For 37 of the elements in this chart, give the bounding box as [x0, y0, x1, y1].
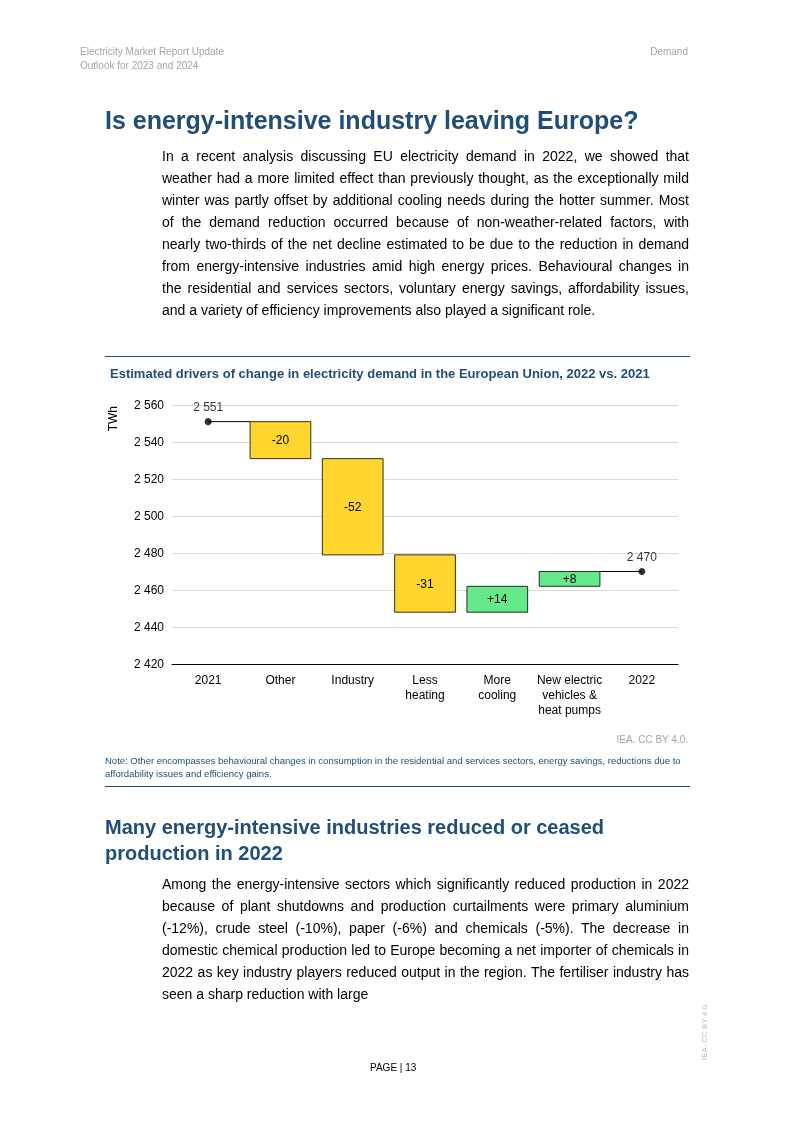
data-label: -52	[344, 499, 362, 514]
bar	[394, 554, 456, 613]
x-tick-label: More cooling	[478, 672, 517, 702]
data-label: 2 470	[626, 550, 658, 564]
data-label: +8	[562, 571, 577, 586]
x-tick-label: 2022	[628, 672, 656, 687]
y-tick-label: 2 520	[133, 472, 165, 486]
text: Outlook for 2023 and 2024	[80, 60, 199, 71]
text: Note: Other encompasses behavioural changes in consumption in the residential and services sectors, energy savings, reductions due to affordability issues and efficiency gains.	[105, 754, 682, 780]
y-tick-label: 2 500	[133, 509, 165, 523]
text: Many energy-intensive industries reduced or ceased production in 2022	[105, 815, 606, 866]
x-tick-label: Less heating	[405, 672, 445, 702]
bar	[466, 585, 529, 613]
y-axis-title: TWh	[106, 405, 120, 432]
x-tick-label: Industry	[331, 672, 375, 687]
x-tick-label: 2021	[194, 672, 222, 687]
data-label: -31	[416, 576, 434, 591]
y-tick-label: 2 460	[133, 583, 165, 597]
y-tick-label: 2 560	[133, 398, 165, 412]
text: IEA. CC BY 4.0.	[616, 734, 688, 745]
data-label: 2 551	[193, 400, 224, 415]
text: Electricity Market Report Update	[80, 46, 224, 57]
text: In a recent analysis discussing EU electricity demand in 2022, we showed that weather had a more limited effect than previously thought, as the exceptionally mild winter was partly offset by additional cooling needs during the hotter summer. Most of the demand reduction occurred because of non-weather-related factors, with nearly two-thirds of the net decline estimated to be due to the reduction in demand from energy-intensive industries amid high energy prices. Behavioural changes in the residential and services sectors, voluntary energy savings, affordability issues, and a variety of efficiency improvements also played a significant role.	[162, 147, 689, 320]
data-label: +14	[487, 592, 508, 607]
text: PAGE | 13	[370, 1062, 417, 1073]
x-tick-label: Other	[265, 672, 296, 687]
bar	[321, 458, 384, 556]
text: Is energy-intensive industry leaving Europe?	[105, 106, 640, 135]
y-tick-label: 2 540	[133, 435, 165, 449]
text: Among the energy-intensive sectors which significantly reduced production in 2022 because of plant shutdowns and production curtailments were primary aluminium (-12%), crude steel (-10%), paper (-6%) and chemicals (-5%). The decrease in domestic chemical production led to Europe becoming a net importer of chemicals in 2022 as key industry players reduced output in the region. The fertiliser industry has seen a sharp reduction with large	[162, 875, 689, 1004]
chart-title: Estimated drivers of change in electricity demand in the European Union, 2022 vs. 2021	[110, 366, 650, 381]
data-label: -20	[271, 433, 290, 448]
y-tick-label: 2 480	[133, 546, 165, 560]
y-tick-label: 2 420	[133, 657, 165, 671]
x-tick-label: New electric vehicles & heat pumps	[536, 672, 603, 717]
y-tick-label: 2 440	[133, 620, 165, 634]
text: Demand	[650, 46, 688, 57]
